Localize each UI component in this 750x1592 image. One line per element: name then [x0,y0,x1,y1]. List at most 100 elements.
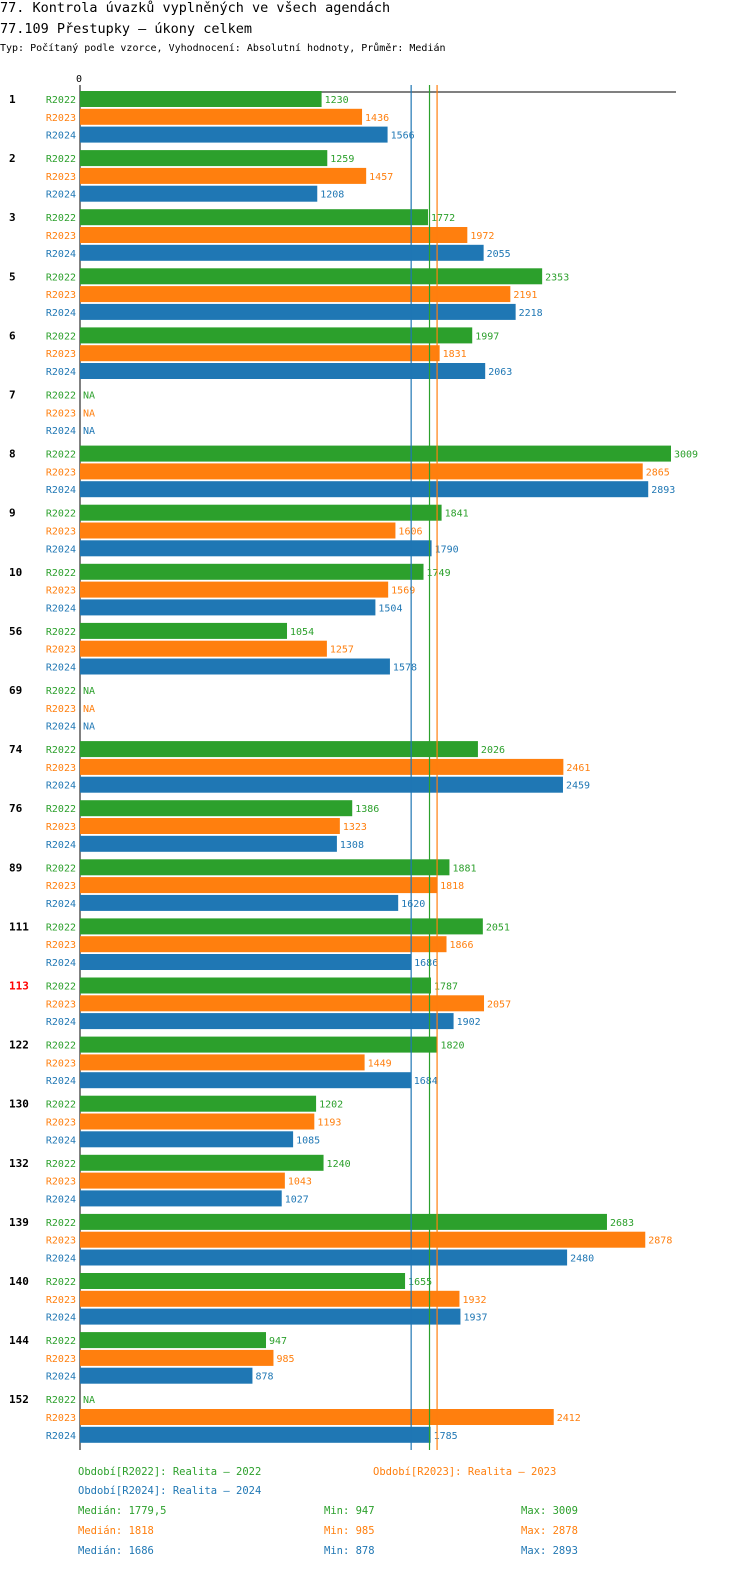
series-label: R2022 [46,1277,76,1288]
data-label: 1841 [445,509,469,520]
series-label: R2024 [46,958,76,969]
data-label: 1686 [414,958,438,969]
chart-title: 77. Kontrola úvazků vyplněných ve všech … [0,0,391,16]
series-label: R2023 [46,1354,76,1365]
bar [80,1072,411,1089]
na-label: NA [83,722,95,733]
data-label: 2191 [513,290,537,301]
series-label: R2022 [46,627,76,638]
data-label: 1386 [355,804,379,815]
series-label: R2024 [46,367,76,378]
data-label: 2461 [566,763,590,774]
series-label: R2024 [46,722,76,733]
data-label: 1240 [327,1159,351,1170]
data-label: 1937 [463,1313,487,1324]
bar [80,818,340,834]
data-label: 1790 [435,544,459,555]
data-label: 1578 [393,663,417,674]
data-label: 1932 [462,1295,486,1306]
data-label: 1787 [434,982,458,993]
series-label: R2022 [46,272,76,283]
series-label: R2024 [46,1076,76,1087]
bar [80,835,337,852]
chart-subtitle: 77.109 Přestupky – úkony celkem [0,21,252,37]
bar [80,995,485,1012]
bar [80,776,563,793]
series-label: R2022 [46,450,76,461]
bar [80,345,440,362]
bar [80,640,327,657]
data-label: 2051 [486,922,510,933]
category-label: 152 [9,1393,29,1406]
series-label: R2024 [46,1431,76,1442]
category-label: 9 [9,507,16,520]
bar [80,227,468,243]
na-label: NA [83,426,95,437]
bar [80,91,322,107]
series-label: R2022 [46,331,76,342]
series-label: R2024 [46,1254,76,1265]
data-label: 2683 [610,1218,634,1229]
data-label: 1054 [290,627,314,638]
data-label: 2026 [481,745,505,756]
category-label: 8 [9,448,16,461]
bar [80,522,396,539]
series-label: R2024 [46,663,76,674]
category-label: 130 [9,1098,29,1111]
stats-r2023-max: Max: 2878 [521,1525,578,1537]
series-label: R2024 [46,1135,76,1146]
series-label: R2022 [46,804,76,815]
data-label: 2893 [651,485,675,496]
series-label: R2024 [46,1194,76,1205]
stats-r2023-min: Min: 985 [324,1525,375,1537]
series-label: R2024 [46,308,76,319]
series-label: R2023 [46,586,76,597]
bar [80,327,473,344]
series-label: R2022 [46,391,76,402]
bar [80,286,511,303]
series-label: R2023 [46,999,76,1010]
data-label: 1027 [285,1194,309,1205]
data-label: 2353 [545,272,569,283]
category-label: 132 [9,1157,29,1170]
data-label: 2459 [566,781,590,792]
category-label: 139 [9,1216,29,1229]
data-label: 1655 [408,1277,432,1288]
bar [80,150,328,167]
series-label: R2022 [46,745,76,756]
bar [80,1249,568,1266]
bar [80,581,389,598]
series-label: R2022 [46,1218,76,1229]
series-label: R2022 [46,686,76,697]
bar [80,1095,317,1112]
series-label: R2023 [46,290,76,301]
data-label: 2055 [487,249,511,260]
data-label: 2218 [519,308,543,319]
series-label: R2023 [46,172,76,183]
data-label: 2063 [488,367,512,378]
series-label: R2022 [46,213,76,224]
category-label: 3 [9,211,16,224]
na-label: NA [83,391,95,402]
series-label: R2022 [46,154,76,165]
stats-r2022-min: Min: 947 [324,1505,375,1517]
category-label: 7 [9,389,16,402]
data-label: 2480 [570,1254,594,1265]
bar [80,741,478,758]
bar [80,658,390,675]
data-label: 1772 [431,213,455,224]
bar [80,463,643,480]
series-label: R2023 [46,881,76,892]
data-label: 1902 [457,1017,481,1028]
bar [80,758,564,775]
data-label: 3009 [674,450,698,461]
bar [80,540,432,557]
series-label: R2024 [46,899,76,910]
series-label: R2023 [46,349,76,360]
bar [80,481,649,498]
data-label: 878 [255,1372,273,1383]
bar [80,1409,554,1425]
chart-info: Typ: Počítaný podle vzorce, Vyhodnocení:… [0,43,446,54]
data-label: 1308 [340,840,364,851]
series-label: R2022 [46,95,76,106]
